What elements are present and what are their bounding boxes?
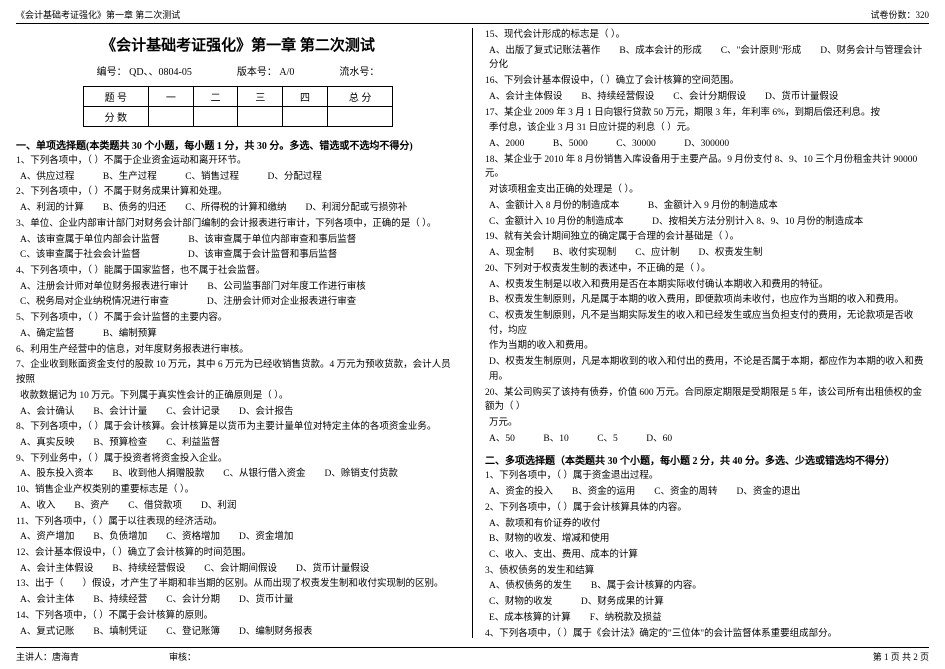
th-total: 总 分 [327, 87, 392, 107]
question: 6、利用生产经营中的信息，对年度财务报表进行审核。 [16, 343, 460, 358]
options: C、该审查属于社会会计监督 D、该审查属于会计监督和事后监督 [16, 248, 460, 263]
page-header: 《会计基础考证强化》第一章 第二次测试 试卷份数：320 [16, 8, 929, 24]
question: 5、下列各项中，（ ）不属于会计监督的主要内容。 [16, 311, 460, 326]
content-wrapper: 《会计基础考证强化》第一章 第二次测试 编号： QD、、0804-05 版本号：… [16, 28, 929, 638]
options: A、资金的投入 B、资金的运用 C、资金的周转 D、资金的退出 [485, 485, 929, 500]
page-footer: 主讲人：唐海青 审核： 第 1 页 共 2 页 [16, 647, 929, 663]
header-left: 《会计基础考证强化》第一章 第二次测试 [16, 8, 180, 21]
serial-label: 流水号： [339, 67, 379, 78]
question: 17、某企业 2009 年 3 月 1 日向银行贷款 50 万元，期限 3 年，… [485, 106, 929, 121]
question: 15、现代会计形成的标志是（ ）。 [485, 28, 929, 43]
question-cont: 季付息，该企业 3 月 31 日应计提的利息（ ）元。 [485, 121, 929, 136]
options: B、财物的收发、增减和使用 [485, 532, 929, 547]
question: 3、债权债务的发生和结算 [485, 564, 929, 579]
th-num: 题 号 [83, 87, 148, 107]
question: 18、某企业于 2010 年 8 月份销售入库设备用于主要产品。9 月份支付 8… [485, 153, 929, 182]
options: C、收入、支出、费用、成本的计算 [485, 548, 929, 563]
options: A、款项和有价证券的收付 [485, 517, 929, 532]
options: C、金额计入 10 月份的制造成本 D、按相关方法分别计入 8、9、10 月份的… [485, 215, 929, 230]
question: 10、销售企业产权类别的重要标志是（ ）。 [16, 483, 460, 498]
table-row: 题 号 一 二 三 四 总 分 [83, 87, 393, 107]
options: A、会计主体 B、持续经营 C、会计分期 D、货币计量 [16, 593, 460, 608]
question: 4、下列各项中，（ ）能属于国家监督，也不属于社会监督。 [16, 264, 460, 279]
options: B、权责发生制原则，凡是属于本期的收入费用，即便款项尚未收付，也应作为当期的收入… [485, 293, 929, 308]
options: A、注册会计师对单位财务报表进行审计 B、公司监事部门对年度工作进行审核 [16, 280, 460, 295]
options: A、金额计入 8 月份的制造成本 B、金额计入 9 月份的制造成本 [485, 199, 929, 214]
meta-line: 编号： QD、、0804-05 版本号： A/0 流水号： [16, 63, 460, 78]
version: A/0 [279, 67, 294, 78]
question: 20、某公司购买了该持有债券，价值 600 万元。合同原定期限是受期限是 5 年… [485, 386, 929, 415]
options: A、复式记账 B、填制凭证 C、登记账簿 D、编制财务报表 [16, 625, 460, 638]
options: A、该审查属于单位内部会计监督 B、该审查属于单位内部审查和事后监督 [16, 233, 460, 248]
options: A、会计确认 B、会计计量 C、会计记录 D、会计报告 [16, 405, 460, 420]
question-cont: 对该项租金支出正确的处理是（ ）。 [485, 183, 929, 198]
options: A、现金制 B、收付实现制 C、应计制 D、权责发生制 [485, 246, 929, 261]
options: A、收入 B、资产 C、借贷款项 D、利润 [16, 499, 460, 514]
header-right: 试卷份数：320 [870, 8, 929, 21]
options: A、供应过程 B、生产过程 C、销售过程 D、分配过程 [16, 170, 460, 185]
question: 20、下列对于权责发生制的表述中，不正确的是（ ）。 [485, 262, 929, 277]
question: 16、下列会计基本假设中，（ ）确立了会计核算的空间范围。 [485, 74, 929, 89]
th-3: 三 [238, 87, 283, 107]
question: 1、下列各项中，（ ）不属于企业资金运动和离开环节。 [16, 154, 460, 169]
section-2-title: 二、多项选择题（本类题共 30 个小题，每小题 2 分，共 40 分。多选、少选… [485, 452, 929, 467]
options: A、会计主体假设 B、持续经营假设 C、会计分期假设 D、货币计量假设 [485, 90, 929, 105]
options: C、税务局对企业纳税情况进行审查 D、注册会计师对企业报表进行审查 [16, 295, 460, 310]
question: 8、下列各项中，（ ）属于会计核算。会计核算是以货币为主要计量单位对特定主体的各… [16, 420, 460, 435]
question: 19、就有关会计期间独立的确定属于合理的会计基础是（ ）。 [485, 230, 929, 245]
options: A、2000 B、5000 C、30000 D、300000 [485, 137, 929, 152]
question: 9、下列业务中，（ ）属于投资者将资金投入企业。 [16, 452, 460, 467]
options: A、真实反映 B、预算检查 C、利益监督 [16, 436, 460, 451]
th-1: 一 [149, 87, 194, 107]
options: A、确定监督 B、编制预算 [16, 327, 460, 342]
footer-right: 第 1 页 共 2 页 [873, 650, 929, 663]
right-column: 15、现代会计形成的标志是（ ）。 A、出版了复式记账法著作 B、成本会计的形成… [485, 28, 929, 638]
question: 13、出于（ ）假设，才产生了半期和非当期的区别。从而出现了权责发生制和收付实现… [16, 577, 460, 592]
options: A、股东投入资本 B、收到他人捐赠股款 C、从银行借入资金 D、赊销支付货款 [16, 467, 460, 482]
question: 2、下列各项中，（ ）不属于财务成果计算和处理。 [16, 185, 460, 200]
options: A、会计主体假设 B、持续经营假设 C、会计期间假设 D、货币计量假设 [16, 562, 460, 577]
question-cont: 收款数据记为 10 万元。下列属于真实性会计的正确原则是（ ）。 [16, 389, 460, 404]
doc-title: 《会计基础考证强化》第一章 第二次测试 [16, 34, 460, 55]
options: A、出版了复式记账法著作 B、成本会计的形成 C、"会计原则"形成 D、财务会计… [485, 44, 929, 73]
question: 11、下列各项中，（ ）属于以往表现的经济活动。 [16, 515, 460, 530]
options: C、财物的收发 D、财务成果的计算 [485, 595, 929, 610]
options: A、50 B、10 C、5 D、60 [485, 432, 929, 447]
question-cont: 万元。 [485, 416, 929, 431]
options: A、资产增加 B、负债增加 C、资格增加 D、资金增加 [16, 530, 460, 545]
question: 4、下列各项中，（ ）属于《会计法》确定的"三位体"的会计监督体系重要组成部分。 [485, 627, 929, 638]
th-score: 分 数 [83, 107, 148, 127]
options: C、权责发生制原则，凡不是当期实际发生的收入和已经发生或应当负担支付的费用，无论… [485, 309, 929, 338]
options: D、权责发生制原则，凡是本期收到的收入和付出的费用，不论是否属于本期，都应作为本… [485, 355, 929, 384]
question: 2、下列各项中，（ ）属于会计核算具体的内容。 [485, 501, 929, 516]
code-label: 编号： [97, 67, 127, 78]
options: A、权责发生制是以收入和费用是否在本期实际收付确认本期收入和费用的特征。 [485, 278, 929, 293]
options: A、利润的计算 B、债务的归还 C、所得税的计算和缴纳 D、利润分配或亏损弥补 [16, 201, 460, 216]
options: A、债权债务的发生 B、属于会计核算的内容。 [485, 579, 929, 594]
question: 12、会计基本假设中，（ ）确立了会计核算的时间范围。 [16, 546, 460, 561]
table-row: 分 数 [83, 107, 393, 127]
th-4: 四 [283, 87, 328, 107]
version-label: 版本号： [237, 67, 277, 78]
question: 1、下列各项中，（ ）属于资金退出过程。 [485, 469, 929, 484]
footer-left: 主讲人：唐海青 审核： [16, 650, 196, 663]
question: 14、下列各项中，（ ）不属于会计核算的原则。 [16, 609, 460, 624]
question: 7、企业收到账面资金支付的股款 10 万元，其中 6 万元为已经收销售货款。4 … [16, 358, 460, 387]
th-2: 二 [193, 87, 238, 107]
options: E、成本核算的计算 F、纳税款及损益 [485, 611, 929, 626]
question: 3、单位、企业内部审计部门对财务会计部门编制的会计报表进行审计，下列各项中，正确… [16, 217, 460, 232]
left-column: 《会计基础考证强化》第一章 第二次测试 编号： QD、、0804-05 版本号：… [16, 28, 460, 638]
section-1-title: 一、单项选择题(本类题共 30 个小题，每小题 1 分，共 30 分。多选、错选… [16, 137, 460, 152]
code: QD、、0804-05 [129, 67, 192, 78]
column-divider [472, 28, 473, 638]
options: 作为当期的收入和费用。 [485, 339, 929, 354]
score-table: 题 号 一 二 三 四 总 分 分 数 [83, 86, 394, 127]
